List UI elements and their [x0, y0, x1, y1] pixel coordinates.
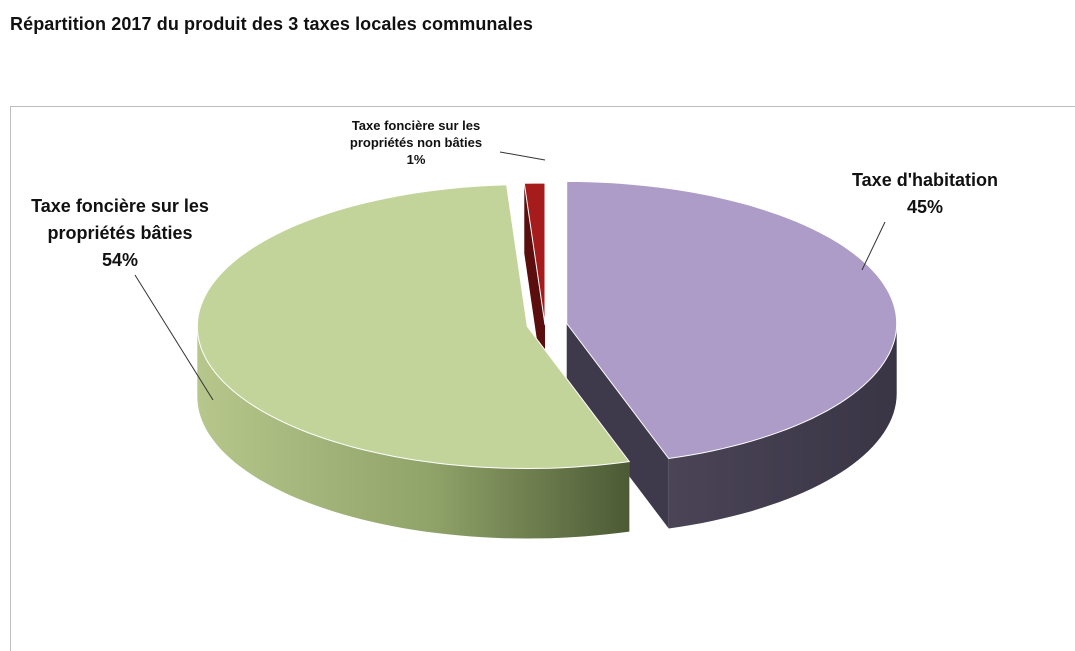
data-label-leader-line [861, 221, 886, 271]
pie-slice-cut-face [566, 323, 669, 529]
plot-area-left-border [10, 106, 11, 651]
pie-slice-side-wall [197, 326, 630, 539]
pie-slice-side-wall [668, 323, 897, 529]
data-label-leader-line [499, 151, 546, 161]
pie-slice [523, 182, 546, 326]
data-label-category: Taxe d'habitation [852, 170, 998, 190]
pie-slice [196, 184, 631, 470]
data-label-percent: 54% [102, 250, 138, 270]
data-label: Taxe foncière sur les propriétés non bâti… [350, 118, 482, 167]
data-label-category: propriétés bâties [47, 223, 192, 243]
pie-slice [566, 181, 898, 460]
data-label-leader-line [134, 274, 214, 401]
data-label-percent: 1% [407, 152, 426, 167]
data-label-percent: 45% [907, 197, 943, 217]
plot-area-top-border [10, 106, 1075, 107]
data-label: Taxe d'habitation 45% [852, 170, 998, 217]
chart-title: Répartition 2017 du produit des 3 taxes … [10, 14, 533, 34]
data-label-category: Taxe foncière sur les [352, 118, 480, 133]
data-label: Taxe foncière sur les propriétés bâties 54… [31, 196, 209, 270]
data-label-category: Taxe foncière sur les [31, 196, 209, 216]
data-label-category: propriétés non bâties [350, 135, 482, 150]
pie-slice-cut-face [524, 183, 545, 395]
